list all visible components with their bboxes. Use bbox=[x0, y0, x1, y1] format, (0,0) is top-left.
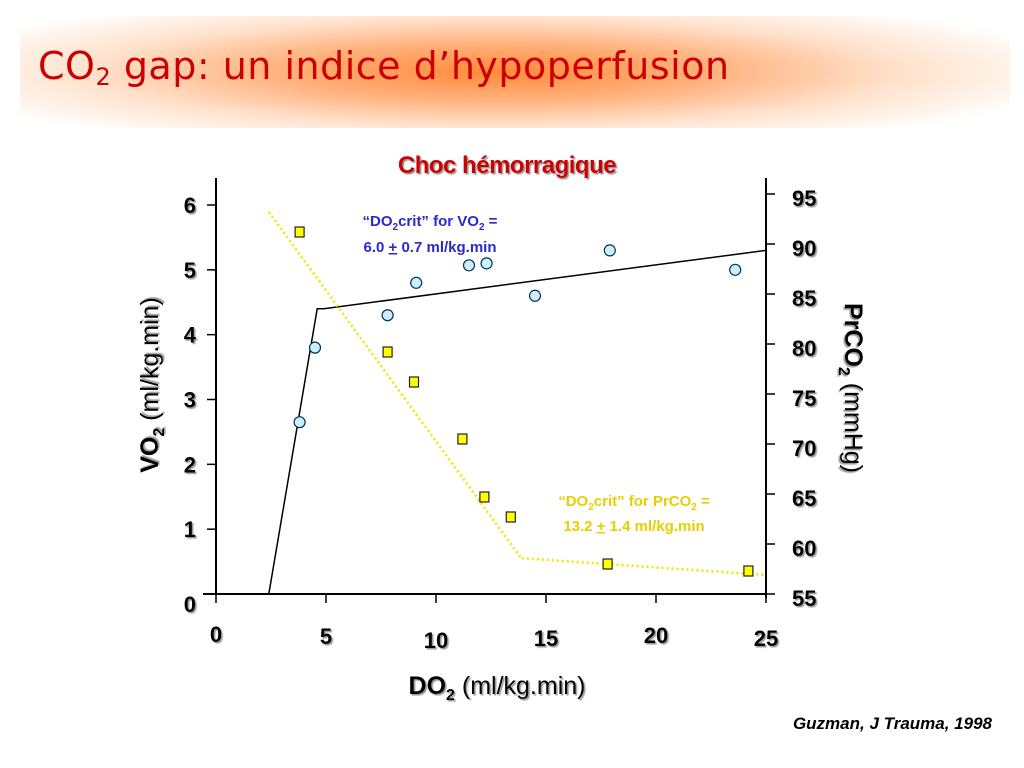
prco2-annotation-line2: 13.2 + 1.4 ml/kg.min bbox=[563, 518, 704, 535]
y-left-axis-label-sub: 2 bbox=[151, 428, 168, 437]
y-right-axis-label-sub: 2 bbox=[835, 367, 852, 376]
y-right-tick-label: 75 bbox=[792, 386, 816, 411]
x-tick-label: 20 bbox=[644, 623, 668, 648]
y-right-tick-label: 90 bbox=[792, 236, 816, 261]
y-right-axis-label-unit: (mmHg) bbox=[839, 376, 867, 473]
annotation-text: crit” for PrCO bbox=[594, 493, 692, 510]
x-axis-label: DO2 (ml/kg.min) bbox=[409, 672, 586, 704]
y-right-tick-label: 95 bbox=[792, 186, 816, 211]
prco2-point bbox=[408, 376, 420, 388]
vo2-point bbox=[603, 244, 616, 257]
vo2-point bbox=[293, 416, 306, 429]
annotation-text: 1.4 ml/kg.min bbox=[605, 518, 704, 535]
vo2-fit-line bbox=[268, 249, 767, 595]
fit-lines bbox=[267, 211, 767, 595]
vo2-point bbox=[528, 289, 542, 302]
title-background bbox=[20, 16, 1010, 128]
slide-title: CO2 gap: un indice d’hypoperfusion bbox=[38, 44, 730, 91]
vo2-annotation-line1: “DO2crit” for VO2 = bbox=[363, 213, 498, 233]
x-axis-label-unit: (ml/kg.min) bbox=[455, 672, 586, 700]
annotation-text: = bbox=[485, 213, 498, 230]
y-left-tick-label: 4 bbox=[184, 323, 197, 348]
y-left-tick-label: 2 bbox=[184, 452, 196, 477]
y-left-axis-label-unit: (ml/kg.min) bbox=[136, 297, 164, 428]
x-axis-label-sub: 2 bbox=[446, 687, 455, 704]
plus-minus-sign: + bbox=[597, 518, 606, 535]
prco2-annotation-line1: “DO2crit” for PrCO2 = bbox=[558, 493, 710, 513]
annotation-sub: 2 bbox=[691, 502, 697, 513]
y-left-axis-label-main: VO bbox=[136, 437, 164, 473]
annotation-text: 13.2 bbox=[563, 518, 596, 535]
prco2-fit-line bbox=[267, 211, 767, 577]
y-right-axis-label-main: PrCO bbox=[839, 303, 867, 367]
annotation-text: “DO bbox=[558, 493, 588, 510]
vo2-point bbox=[480, 257, 493, 270]
vo2-point bbox=[410, 276, 423, 289]
y-right-tick-label: 65 bbox=[792, 486, 816, 511]
title-prefix: CO bbox=[38, 44, 96, 88]
y-left-tick-label: 5 bbox=[184, 258, 196, 283]
y-right-tick-label: 85 bbox=[792, 286, 816, 311]
y-left-tick-label: 1 bbox=[184, 517, 196, 542]
y-left-tick-label: 3 bbox=[184, 388, 196, 413]
vo2-point bbox=[462, 259, 476, 272]
prco2-point bbox=[479, 491, 490, 503]
prco2-point bbox=[743, 565, 754, 577]
annotation-sub: 2 bbox=[479, 222, 485, 233]
plus-minus-sign: + bbox=[389, 239, 398, 256]
prco2-point bbox=[505, 511, 516, 523]
data-points bbox=[293, 226, 754, 577]
x-tick-label: 5 bbox=[320, 624, 332, 649]
x-axis-label-main: DO bbox=[409, 672, 447, 700]
x-tick-label: 0 bbox=[210, 622, 222, 647]
y-left-axis-label: VO2 (ml/kg.min) bbox=[136, 297, 168, 473]
vo2-point bbox=[381, 309, 394, 322]
y-right-tick-label: 80 bbox=[792, 336, 816, 361]
axes bbox=[203, 178, 775, 603]
title-rest: gap: un indice d’hypoperfusion bbox=[111, 44, 730, 88]
annotation-text: = bbox=[697, 493, 710, 510]
annotation-text: crit” for VO bbox=[398, 213, 479, 230]
annotation-text: 6.0 bbox=[364, 239, 389, 256]
annotation-sub: 2 bbox=[588, 502, 594, 513]
chart-labels: 0 5 10 15 20 25 0 1 2 3 4 5 6 55 60 65 70 75 80 85 90 95 Choc … bbox=[136, 152, 867, 704]
y-right-tick-label: 55 bbox=[792, 586, 816, 611]
vo2-point bbox=[729, 263, 742, 276]
vo2-annotation-line2: 6.0 + 0.7 ml/kg.min bbox=[364, 239, 497, 256]
prco2-point bbox=[602, 558, 613, 570]
prco2-point bbox=[294, 226, 305, 238]
x-tick-label: 25 bbox=[754, 626, 778, 651]
annotation-text: 0.7 ml/kg.min bbox=[397, 239, 496, 256]
y-right-tick-label: 70 bbox=[792, 436, 816, 461]
y-right-axis-label: PrCO2 (mmHg) bbox=[835, 303, 867, 473]
annotation-text: “DO bbox=[363, 213, 393, 230]
y-right-tick-label: 60 bbox=[792, 536, 816, 561]
vo2-point bbox=[308, 341, 322, 354]
citation: Guzman, J Trauma, 1998 bbox=[792, 714, 992, 733]
chart-title: Choc hémorragique bbox=[398, 152, 616, 179]
annotation-sub: 2 bbox=[393, 222, 399, 233]
prco2-point bbox=[457, 433, 468, 445]
y-left-tick-label: 0 bbox=[184, 592, 196, 617]
prco2-point bbox=[382, 346, 393, 358]
y-left-tick-label: 6 bbox=[184, 193, 196, 218]
title-subscript: 2 bbox=[95, 63, 112, 91]
x-tick-label: 15 bbox=[534, 626, 558, 651]
x-tick-label: 10 bbox=[424, 628, 448, 653]
